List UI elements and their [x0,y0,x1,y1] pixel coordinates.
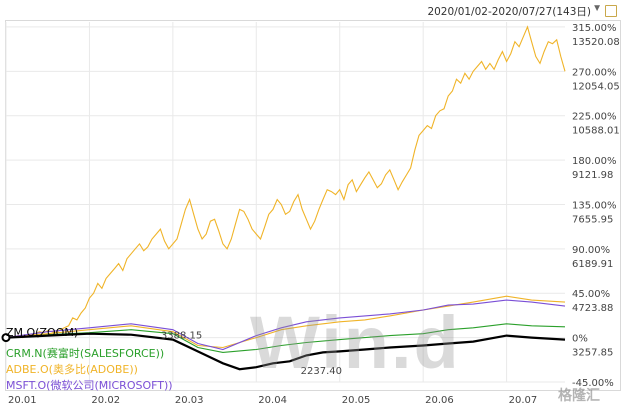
y-tick-label: 45.00% [572,289,610,300]
chart-toolbar: 2020/01/02-2020/07/27(143日) ▼ [0,0,623,20]
x-tick-label: 20.06 [425,395,454,406]
series-start-marker [1,333,11,343]
y-tick-label: 135.00% [572,200,617,211]
series-line [5,323,566,353]
x-tick-label: 20.01 [8,395,37,406]
y-tick-label: 0% [572,334,588,345]
series-line [5,25,566,339]
series-line [5,332,566,371]
y-price-label: 3257.85 [572,348,613,359]
x-tick-label: 20.02 [91,395,120,406]
series-line [5,295,566,349]
y-tick-label: 90.00% [572,245,610,256]
legend-label: MSFT.O(微软公司(MICROSOFT)) [6,379,173,392]
watermark-logo: Win.d [250,301,461,384]
y-tick-label: 180.00% [572,156,617,167]
x-tick-label: 20.03 [175,395,204,406]
series-line [5,299,566,351]
date-range-label[interactable]: 2020/01/02-2020/07/27(143日) [427,6,591,18]
legend-item-adbe[interactable]: ADBE.O(奥多比(ADOBE)) [6,361,138,377]
y-tick-label: 270.00% [572,67,617,78]
y-tick-label: -45.00% [572,378,614,389]
legend-label: ZM.O(ZOOM) [6,326,79,339]
y-price-label: 13520.08 [572,37,620,48]
data-annotation: 3388.15 [161,331,202,342]
x-tick-label: 20.07 [509,395,538,406]
x-tick-label: 20.05 [342,395,371,406]
y-price-label: 6189.91 [572,259,613,270]
legend-item-zoom[interactable]: ZM.O(ZOOM) [6,326,78,339]
y-price-label: 12054.05 [572,81,620,92]
y-tick-label: 225.00% [572,112,617,123]
y-price-label: 9121.98 [572,170,613,181]
legend-label: ADBE.O(奥多比(ADOBE)) [6,363,138,376]
legend-label: CRM.N(赛富时(SALESFORCE)) [6,347,165,360]
save-icon[interactable] [605,5,617,17]
y-tick-label: 315.00% [572,23,617,34]
y-price-label: 4723.88 [572,303,613,314]
x-tick-label: 20.04 [258,395,287,406]
legend-item-msft[interactable]: MSFT.O(微软公司(MICROSOFT)) [6,377,173,393]
watermark-logo-small: 格隆汇 [558,387,600,403]
caret-down-icon[interactable]: ▼ [592,3,602,14]
legend-item-crm[interactable]: CRM.N(赛富时(SALESFORCE)) [6,345,164,361]
y-price-label: 10588.01 [572,126,620,137]
data-annotation: 2237.40 [301,366,342,377]
y-price-label: 7655.95 [572,214,613,225]
